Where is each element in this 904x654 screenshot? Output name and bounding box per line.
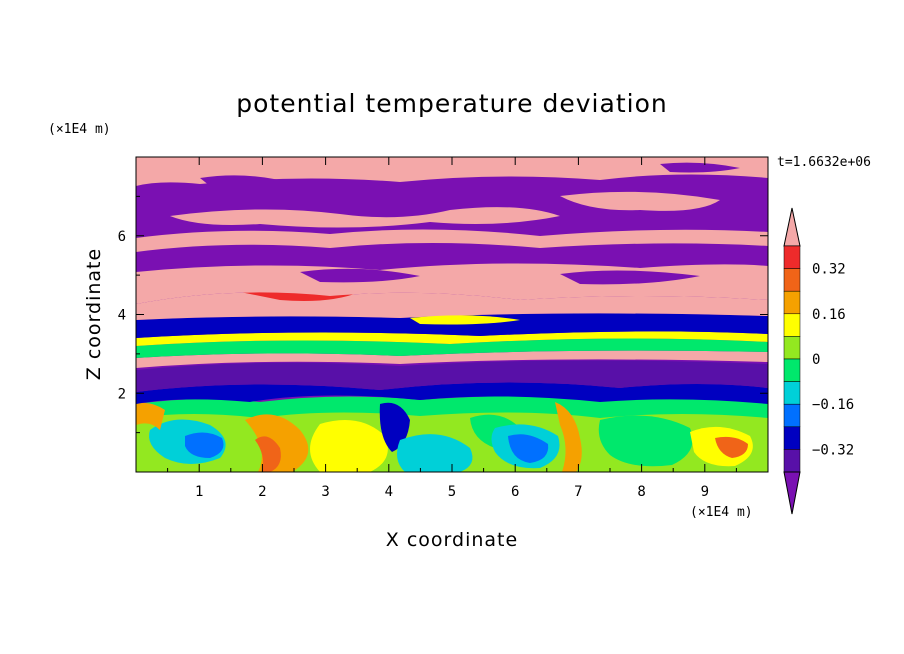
colorbar-segment: [783, 268, 801, 292]
x-tick-label: 7: [574, 484, 582, 500]
colorbar-segment: [783, 358, 801, 382]
time-label: t=1.6632e+06: [777, 155, 871, 170]
colorbar-label: 0.16: [812, 307, 846, 323]
x-tick-label: 1: [195, 484, 203, 500]
x-tick-label: 3: [321, 484, 329, 500]
colorbar-segment: [783, 313, 801, 337]
colorbar-label: 0.32: [812, 262, 846, 278]
colorbar-segment: [783, 426, 801, 450]
colorbar-label: 0: [812, 352, 820, 368]
y-axis-label: Z coordinate: [83, 248, 105, 380]
colorbar-label: −0.16: [812, 397, 854, 413]
colorbar-extend-min: [783, 471, 801, 515]
lower-layer-eddies: [136, 396, 768, 472]
colorbar: 0.32 0.16 0 −0.16 −0.32: [783, 207, 854, 515]
x-tick-label: 4: [385, 484, 393, 500]
x-tick-label: 2: [258, 484, 266, 500]
y-tick-label: 4: [118, 308, 126, 324]
x-axis-label: X coordinate: [386, 529, 518, 551]
x-tick-label: 6: [511, 484, 519, 500]
colorbar-label: −0.32: [812, 442, 854, 458]
colorbar-segment: [783, 381, 801, 405]
x-tick-label: 8: [637, 484, 645, 500]
x-unit-label: (×1E4 m): [690, 505, 753, 520]
colorbar-segment: [783, 290, 801, 315]
colorbar-segment: [783, 336, 801, 360]
colorbar-segment: [783, 403, 801, 428]
colorbar-extend-max: [783, 207, 801, 247]
colorbar-segment: [783, 245, 801, 269]
upper-layer: [136, 157, 768, 304]
plot-area: [136, 157, 768, 472]
mid-layer: [136, 286, 768, 404]
y-axis: 2 4 6: [118, 195, 768, 434]
x-tick-label: 9: [701, 484, 709, 500]
x-tick-label: 5: [448, 484, 456, 500]
y-tick-label: 6: [118, 229, 126, 245]
y-tick-label: 2: [118, 386, 126, 402]
colorbar-segment: [783, 449, 801, 473]
x-axis: 1 2 3 4 5 6 7 8 9: [167, 157, 737, 500]
chart-title: potential temperature deviation: [236, 89, 667, 118]
y-unit-label: (×1E4 m): [48, 122, 111, 137]
